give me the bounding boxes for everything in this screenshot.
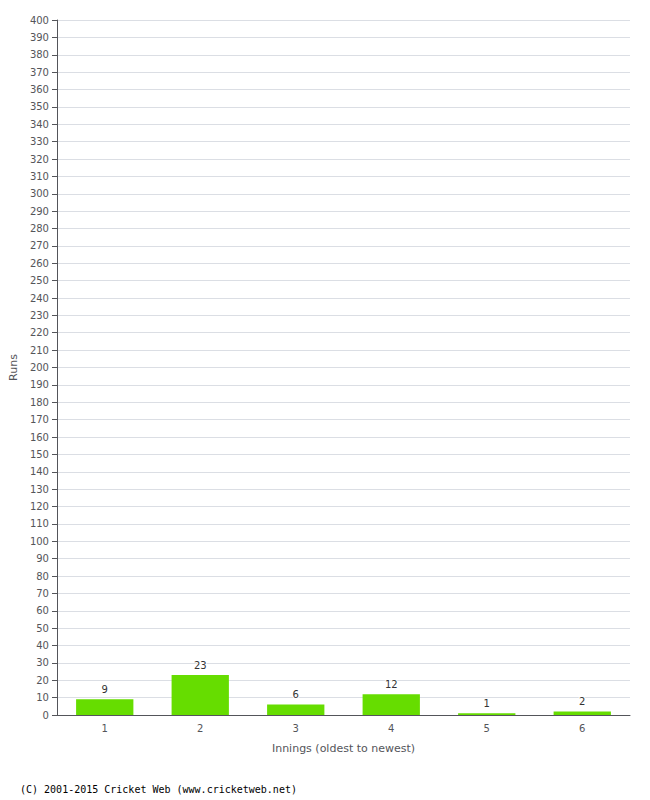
svg-text:3: 3 xyxy=(293,723,299,734)
svg-text:300: 300 xyxy=(30,188,49,199)
svg-text:350: 350 xyxy=(30,101,49,112)
svg-text:12: 12 xyxy=(385,679,398,690)
svg-text:130: 130 xyxy=(30,484,49,495)
svg-text:230: 230 xyxy=(30,310,49,321)
svg-text:400: 400 xyxy=(30,15,49,26)
svg-text:5: 5 xyxy=(484,723,490,734)
svg-text:4: 4 xyxy=(388,723,394,734)
svg-text:9: 9 xyxy=(102,684,108,695)
svg-text:120: 120 xyxy=(30,501,49,512)
svg-text:1: 1 xyxy=(484,698,490,709)
svg-text:340: 340 xyxy=(30,119,49,130)
svg-text:10: 10 xyxy=(36,692,49,703)
svg-text:240: 240 xyxy=(30,293,49,304)
svg-text:70: 70 xyxy=(36,588,49,599)
svg-text:380: 380 xyxy=(30,49,49,60)
svg-text:280: 280 xyxy=(30,223,49,234)
svg-text:320: 320 xyxy=(30,154,49,165)
svg-text:30: 30 xyxy=(36,657,49,668)
svg-text:20: 20 xyxy=(36,675,49,686)
svg-text:6: 6 xyxy=(579,723,585,734)
svg-text:2: 2 xyxy=(197,723,203,734)
svg-text:23: 23 xyxy=(194,660,207,671)
svg-text:1: 1 xyxy=(102,723,108,734)
svg-text:Runs: Runs xyxy=(7,354,20,381)
svg-text:330: 330 xyxy=(30,136,49,147)
svg-text:210: 210 xyxy=(30,345,49,356)
svg-text:60: 60 xyxy=(36,605,49,616)
svg-text:180: 180 xyxy=(30,397,49,408)
svg-text:390: 390 xyxy=(30,32,49,43)
svg-text:200: 200 xyxy=(30,362,49,373)
svg-text:90: 90 xyxy=(36,553,49,564)
svg-text:310: 310 xyxy=(30,171,49,182)
svg-text:2: 2 xyxy=(579,696,585,707)
svg-text:160: 160 xyxy=(30,432,49,443)
svg-text:260: 260 xyxy=(30,258,49,269)
svg-text:270: 270 xyxy=(30,240,49,251)
svg-text:0: 0 xyxy=(43,710,49,721)
svg-text:80: 80 xyxy=(36,571,49,582)
svg-text:6: 6 xyxy=(293,689,299,700)
svg-text:50: 50 xyxy=(36,623,49,634)
svg-text:150: 150 xyxy=(30,449,49,460)
svg-text:220: 220 xyxy=(30,327,49,338)
svg-text:290: 290 xyxy=(30,206,49,217)
svg-text:360: 360 xyxy=(30,84,49,95)
svg-text:100: 100 xyxy=(30,536,49,547)
svg-text:Innings (oldest to newest): Innings (oldest to newest) xyxy=(272,742,415,755)
svg-text:110: 110 xyxy=(30,518,49,529)
svg-text:190: 190 xyxy=(30,379,49,390)
svg-text:250: 250 xyxy=(30,275,49,286)
svg-text:40: 40 xyxy=(36,640,49,651)
svg-text:170: 170 xyxy=(30,414,49,425)
svg-text:140: 140 xyxy=(30,466,49,477)
svg-text:(C) 2001-2015 Cricket Web (www: (C) 2001-2015 Cricket Web (www.cricketwe… xyxy=(20,784,297,795)
svg-text:370: 370 xyxy=(30,67,49,78)
